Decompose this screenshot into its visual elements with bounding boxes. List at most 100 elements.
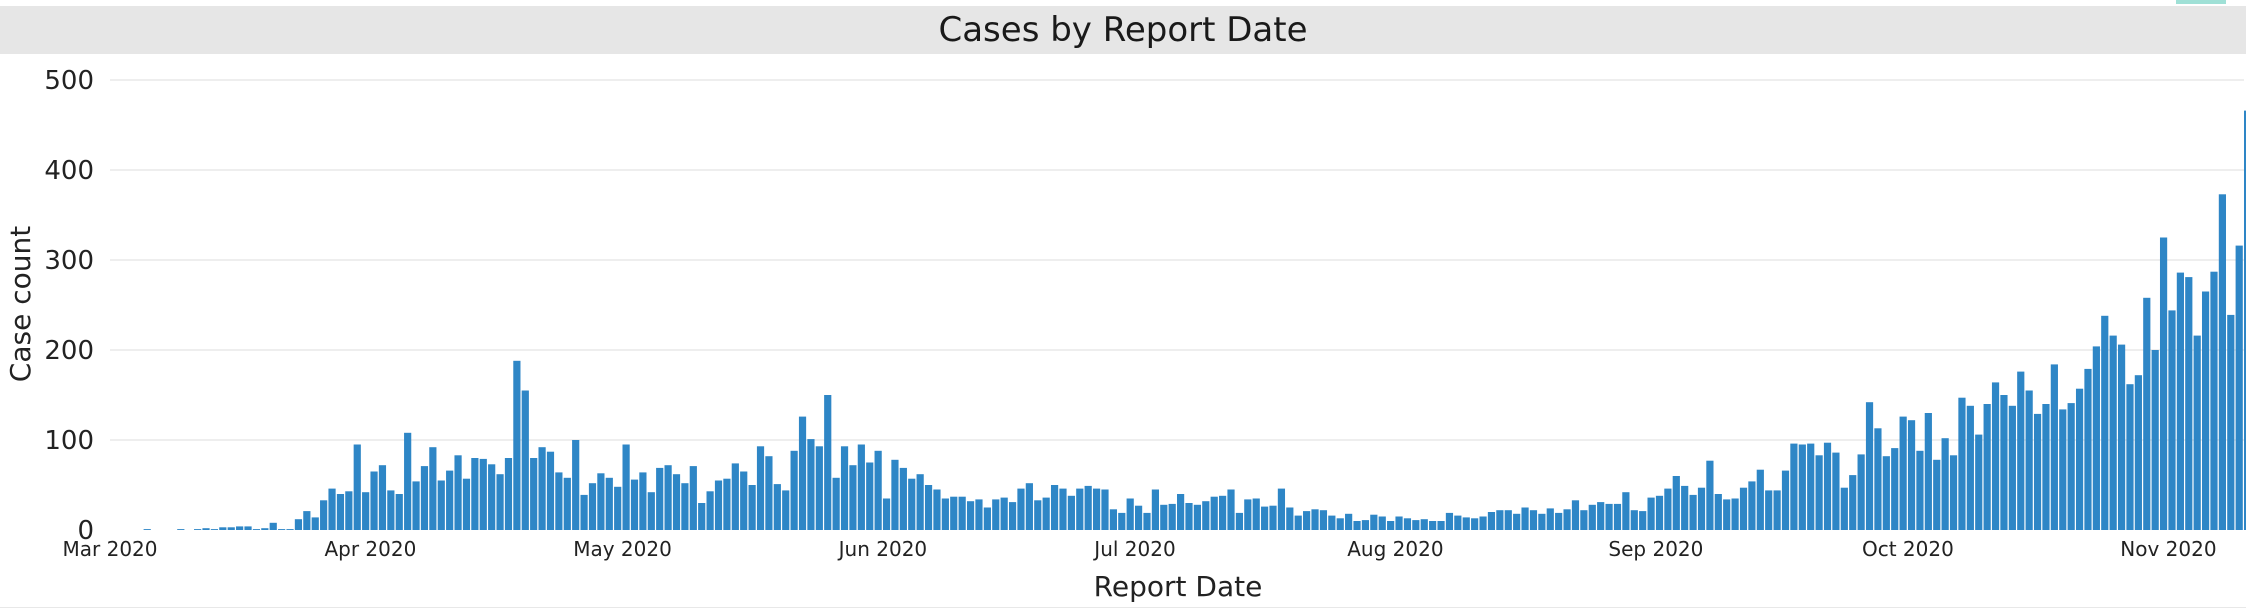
- bar: [924, 485, 933, 530]
- y-tick-label: 200: [44, 336, 94, 366]
- bar: [866, 462, 874, 530]
- bar: [1882, 456, 1890, 530]
- bar: [756, 446, 765, 530]
- bar: [1874, 428, 1882, 530]
- bar: [429, 447, 437, 530]
- bar: [513, 360, 521, 530]
- bar: [261, 528, 269, 530]
- bar: [1933, 459, 1941, 530]
- bar: [1546, 508, 1554, 530]
- bar: [1294, 515, 1302, 530]
- bar: [958, 496, 966, 530]
- bar: [2067, 403, 2075, 530]
- bar: [1916, 450, 1924, 530]
- bar: [1899, 416, 1907, 530]
- x-tick-label: Nov 2020: [2120, 537, 2216, 561]
- bar: [1076, 488, 1084, 530]
- bar: [412, 481, 420, 530]
- chart-title-bar: Cases by Report Date: [0, 6, 2246, 54]
- bar: [1907, 420, 1916, 530]
- bar: [2033, 413, 2042, 530]
- bar: [1622, 492, 1630, 530]
- bar: [1429, 521, 1437, 530]
- bar: [2168, 310, 2176, 530]
- x-tick-label: Oct 2020: [1862, 537, 1954, 561]
- bar: [479, 458, 487, 530]
- bar: [2092, 346, 2100, 530]
- bar: [1840, 487, 1848, 530]
- bar: [546, 451, 555, 530]
- bar: [1790, 443, 1798, 530]
- bar: [454, 455, 462, 530]
- bar: [1126, 498, 1134, 530]
- bar: [1773, 490, 1781, 530]
- bar: [647, 492, 655, 530]
- bar: [2017, 371, 2025, 530]
- bar: [1143, 512, 1151, 530]
- bar: [773, 484, 781, 530]
- bar: [462, 478, 471, 530]
- bar: [1538, 513, 1546, 530]
- bar: [790, 450, 798, 530]
- bar: [1403, 518, 1412, 530]
- bar: [1580, 510, 1588, 530]
- bar: [143, 529, 151, 530]
- bar: [345, 491, 353, 530]
- bar: [362, 492, 370, 530]
- bar: [748, 485, 756, 530]
- y-tick-label: 300: [44, 246, 94, 276]
- bar: [1975, 434, 1983, 530]
- bar: [1101, 489, 1109, 530]
- bar: [1647, 497, 1655, 530]
- bar: [1361, 520, 1370, 530]
- bar: [1849, 475, 1857, 530]
- bar: [597, 473, 605, 530]
- bar: [723, 478, 731, 530]
- bar: [975, 499, 983, 530]
- bar: [1496, 510, 1504, 530]
- bar: [1160, 504, 1168, 530]
- x-axis-ticks: Mar 2020 Apr 2020 May 2020 Jun 2020 Jul 2020…: [63, 537, 2217, 561]
- bar: [2101, 315, 2109, 530]
- bar: [992, 499, 1000, 530]
- bar: [278, 529, 286, 530]
- bar: [1109, 509, 1117, 530]
- bar: [916, 474, 924, 530]
- bar: [294, 519, 303, 530]
- bar: [2143, 297, 2151, 530]
- bar: [1765, 490, 1773, 530]
- bar: [882, 498, 891, 530]
- bar: [328, 488, 336, 530]
- bar: [320, 500, 328, 530]
- bar: [1807, 443, 1815, 530]
- bar: [303, 511, 311, 530]
- bar: [798, 416, 807, 530]
- bar: [378, 465, 387, 530]
- bar: [588, 483, 597, 530]
- bar: [2134, 375, 2142, 530]
- bar: [1328, 515, 1336, 530]
- bar: [2042, 404, 2050, 530]
- bar: [395, 494, 403, 530]
- bar: [1672, 476, 1680, 530]
- bar: [1269, 505, 1277, 530]
- bar: [1151, 489, 1159, 530]
- bar: [1714, 494, 1722, 530]
- y-axis-label: Case count: [4, 226, 37, 382]
- y-tick-label: 500: [44, 66, 94, 96]
- bar: [1462, 517, 1470, 530]
- bar: [1042, 497, 1050, 530]
- bar: [2185, 277, 2193, 530]
- bar: [236, 526, 244, 530]
- bar: [824, 395, 832, 530]
- bar: [1210, 496, 1218, 530]
- bar: [1605, 503, 1613, 530]
- bar: [227, 527, 235, 530]
- bar: [1092, 488, 1101, 530]
- bar: [1513, 513, 1521, 530]
- corner-badge: [2176, 0, 2226, 4]
- bar: [1227, 489, 1235, 530]
- bar: [1487, 512, 1496, 530]
- bar: [1034, 500, 1042, 530]
- bar: [1008, 502, 1017, 530]
